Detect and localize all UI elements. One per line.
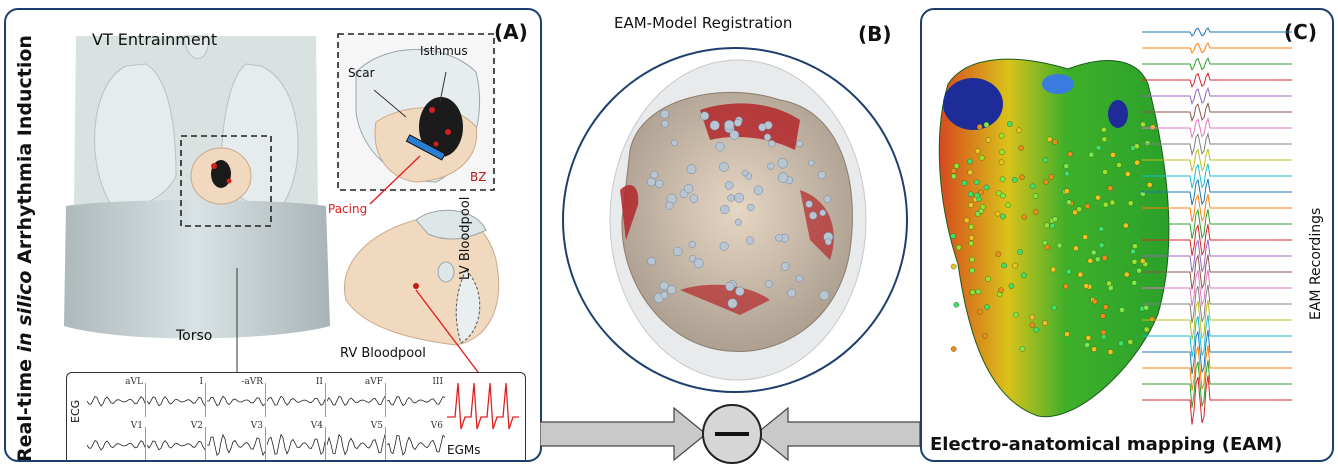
- ecg-separator: [145, 427, 146, 460]
- panel-a-vertical-title: Real-time in silico Arrhythmia Induction: [14, 35, 36, 462]
- lv-bloodpool-label: LV Bloodpool: [458, 196, 473, 280]
- torso-to-ecg-line: [236, 268, 238, 374]
- ecg-panel: ECG aVL I -aVR II aVF III V1 V2 V3 V4 V5 V6 EGMs: [66, 372, 526, 460]
- egms-label: EGMs: [447, 443, 481, 457]
- ecg-lead-avl: aVL: [87, 377, 146, 417]
- panel-c-eam: (C) EAM Recordings Electro-anatomical ma…: [920, 8, 1334, 462]
- scar-label: Scar: [348, 66, 375, 80]
- ecg-lead-label: III: [432, 377, 443, 387]
- minus-circle-icon: [702, 404, 762, 464]
- ecg-lead-v5: V5: [325, 421, 386, 460]
- ecg-label: ECG: [69, 399, 82, 423]
- ecg-lead-ii: II: [265, 377, 326, 417]
- ecg-lead-iii: III: [385, 377, 446, 417]
- ecg-lead-label: II: [315, 377, 323, 387]
- panel-b-title: EAM-Model Registration: [614, 14, 793, 32]
- registration-illustration: [562, 47, 908, 393]
- eam-recordings-label: EAM Recordings: [1308, 207, 1324, 320]
- panel-c-title: Electro-anatomical mapping (EAM): [930, 434, 1283, 455]
- rv-bloodpool-label: RV Bloodpool: [340, 346, 426, 361]
- egm-trace: [447, 382, 519, 430]
- comparator-arrows: [540, 406, 921, 462]
- ecg-lead-label: I: [199, 377, 203, 387]
- ecg-separator: [385, 427, 386, 460]
- ecg-separator: [265, 383, 266, 417]
- isthmus-inset: [337, 33, 495, 191]
- bloodpool-illustration: [344, 209, 500, 346]
- isthmus-label: Isthmus: [420, 44, 468, 58]
- ecg-lead-v2: V2: [145, 421, 206, 460]
- ecg-lead-label: -aVR: [241, 377, 263, 387]
- ecg-lead-label: V4: [310, 421, 323, 431]
- panel-a-arrhythmia-induction: (A) VT Entrainment Torso: [4, 8, 542, 462]
- bz-label: BZ: [470, 170, 487, 184]
- ecg-lead-v1: V1: [87, 421, 146, 460]
- ecg-lead-label: V5: [370, 421, 383, 431]
- ecg-separator: [145, 383, 146, 417]
- ecg-lead-label: aVF: [364, 377, 383, 387]
- ecg-lead-v6: V6: [385, 421, 446, 460]
- torso-label: Torso: [176, 328, 213, 344]
- egm-pointer: [415, 289, 485, 381]
- ecg-separator: [385, 383, 386, 417]
- ecg-separator: [325, 427, 326, 460]
- ecg-lead-label: V2: [190, 421, 203, 431]
- ecg-lead-label: V3: [250, 421, 263, 431]
- ecg-separator: [325, 383, 326, 417]
- ecg-lead-v4: V4: [265, 421, 326, 460]
- ecg-lead-i: I: [145, 377, 206, 417]
- ecg-lead-label: V6: [430, 421, 443, 431]
- ecg-separator: [265, 427, 266, 460]
- eam-map: [938, 58, 1170, 418]
- ecg-lead-label: V1: [130, 421, 143, 431]
- ecg-lead-neg-avr: -aVR: [205, 377, 266, 417]
- ecg-separator: [205, 383, 206, 417]
- vt-entrainment-label: VT Entrainment: [92, 30, 218, 49]
- ecg-lead-avf: aVF: [325, 377, 386, 417]
- ecg-lead-label: aVL: [125, 377, 143, 387]
- panel-a-label: (A): [494, 20, 528, 44]
- ecg-lead-v3: V3: [205, 421, 266, 460]
- pacing-label: Pacing: [328, 202, 368, 216]
- torso-illustration: [64, 35, 330, 339]
- ecg-separator: [205, 427, 206, 460]
- eam-recordings-traces: [1142, 27, 1292, 425]
- pacing-pointer: [369, 155, 421, 205]
- panel-b-label: (B): [858, 22, 892, 46]
